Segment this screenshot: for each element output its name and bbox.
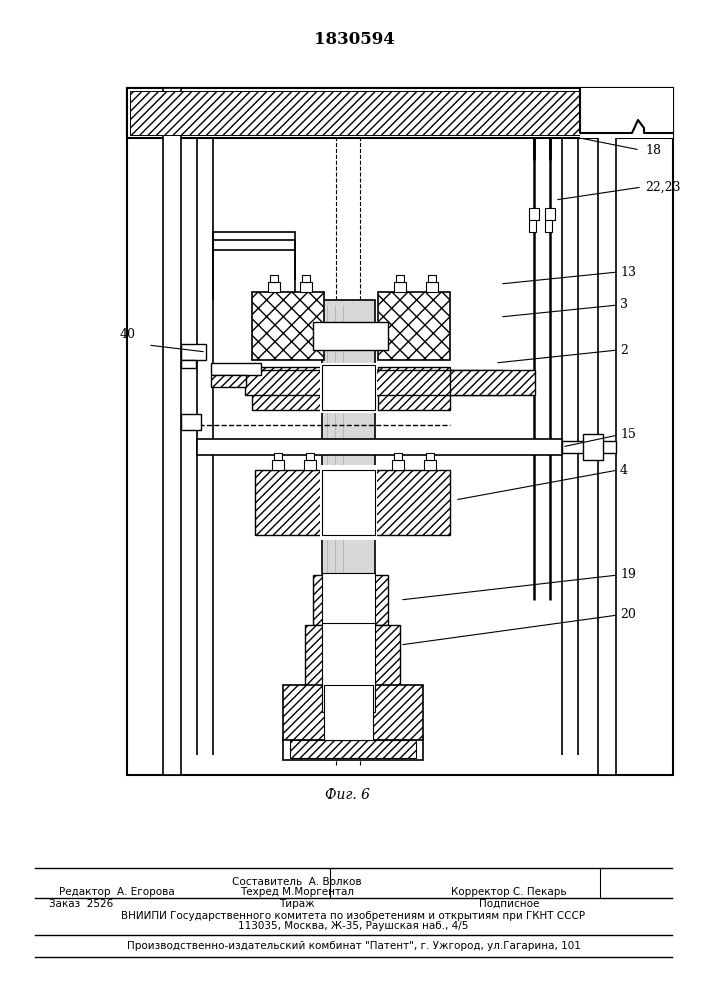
Bar xyxy=(313,322,388,350)
Bar xyxy=(450,370,535,395)
Text: Производственно-издательский комбинат "Патент", г. Ужгород, ул.Гагарина, 101: Производственно-издательский комбинат "П… xyxy=(127,941,580,951)
Text: Составитель  А. Волков: Составитель А. Волков xyxy=(232,877,362,887)
Bar xyxy=(272,460,284,470)
Bar xyxy=(529,220,536,232)
Bar xyxy=(375,470,450,535)
Text: 1830594: 1830594 xyxy=(314,31,395,48)
Bar xyxy=(252,367,324,410)
Bar xyxy=(163,88,181,775)
Bar xyxy=(306,453,314,460)
Bar xyxy=(283,685,423,740)
Bar xyxy=(396,275,404,282)
Text: Подписное: Подписное xyxy=(479,899,539,909)
Bar xyxy=(252,292,324,360)
Bar xyxy=(562,441,616,453)
Bar xyxy=(545,208,555,220)
Text: 20: 20 xyxy=(620,608,636,621)
Bar xyxy=(322,470,375,535)
Bar xyxy=(305,625,400,710)
Bar xyxy=(211,363,261,375)
Bar xyxy=(426,282,438,292)
Bar xyxy=(378,367,450,410)
Text: 22,23: 22,23 xyxy=(645,180,681,194)
Bar xyxy=(320,363,377,413)
Bar xyxy=(378,292,450,360)
Bar xyxy=(529,208,539,220)
Bar xyxy=(130,91,670,135)
Text: Корректор С. Пекарь: Корректор С. Пекарь xyxy=(451,887,567,897)
Bar xyxy=(255,470,330,535)
Bar xyxy=(424,460,436,470)
Bar xyxy=(322,623,375,712)
Bar xyxy=(245,370,505,395)
Bar xyxy=(274,453,282,460)
Bar xyxy=(322,365,375,410)
Text: Фиг. 6: Фиг. 6 xyxy=(325,788,370,802)
Bar xyxy=(545,220,552,232)
Bar xyxy=(394,453,402,460)
Bar xyxy=(283,738,423,760)
Bar xyxy=(320,465,377,540)
Bar xyxy=(322,300,375,720)
Bar xyxy=(181,360,196,368)
Bar xyxy=(211,375,246,387)
Bar xyxy=(127,88,673,775)
Bar xyxy=(290,740,416,758)
Text: 3: 3 xyxy=(620,298,628,312)
Bar xyxy=(213,232,295,250)
Bar xyxy=(300,282,312,292)
Text: 13: 13 xyxy=(620,265,636,278)
Bar xyxy=(313,575,388,625)
Text: Редактор  А. Егорова: Редактор А. Егорова xyxy=(59,887,175,897)
Bar xyxy=(181,344,206,360)
Bar xyxy=(583,434,603,460)
Text: Заказ  2526: Заказ 2526 xyxy=(49,899,114,909)
Bar xyxy=(428,275,436,282)
Text: ВНИИПИ Государственного комитета по изобретениям и открытиям при ГКНТ СССР: ВНИИПИ Государственного комитета по изоб… xyxy=(122,911,585,921)
Text: 4: 4 xyxy=(620,464,628,477)
Text: 2: 2 xyxy=(620,344,628,357)
Text: 113035, Москва, Ж-35, Раушская наб., 4/5: 113035, Москва, Ж-35, Раушская наб., 4/5 xyxy=(238,921,469,931)
Bar xyxy=(394,282,406,292)
Bar xyxy=(598,88,616,775)
Bar xyxy=(268,282,280,292)
Bar xyxy=(322,573,375,627)
Bar xyxy=(127,88,673,138)
Bar xyxy=(302,275,310,282)
Bar xyxy=(270,275,278,282)
Text: 19: 19 xyxy=(620,568,636,582)
Bar xyxy=(426,453,434,460)
Bar xyxy=(304,460,316,470)
Text: 40: 40 xyxy=(120,328,136,342)
Text: 18: 18 xyxy=(645,143,661,156)
Bar xyxy=(392,460,404,470)
Text: 15: 15 xyxy=(620,428,636,442)
Bar xyxy=(580,88,673,138)
Text: Техред М.Моргентал: Техред М.Моргентал xyxy=(240,887,354,897)
Bar xyxy=(181,414,201,430)
Bar xyxy=(197,439,562,455)
Text: Тираж: Тираж xyxy=(279,899,315,909)
Bar xyxy=(324,685,373,740)
